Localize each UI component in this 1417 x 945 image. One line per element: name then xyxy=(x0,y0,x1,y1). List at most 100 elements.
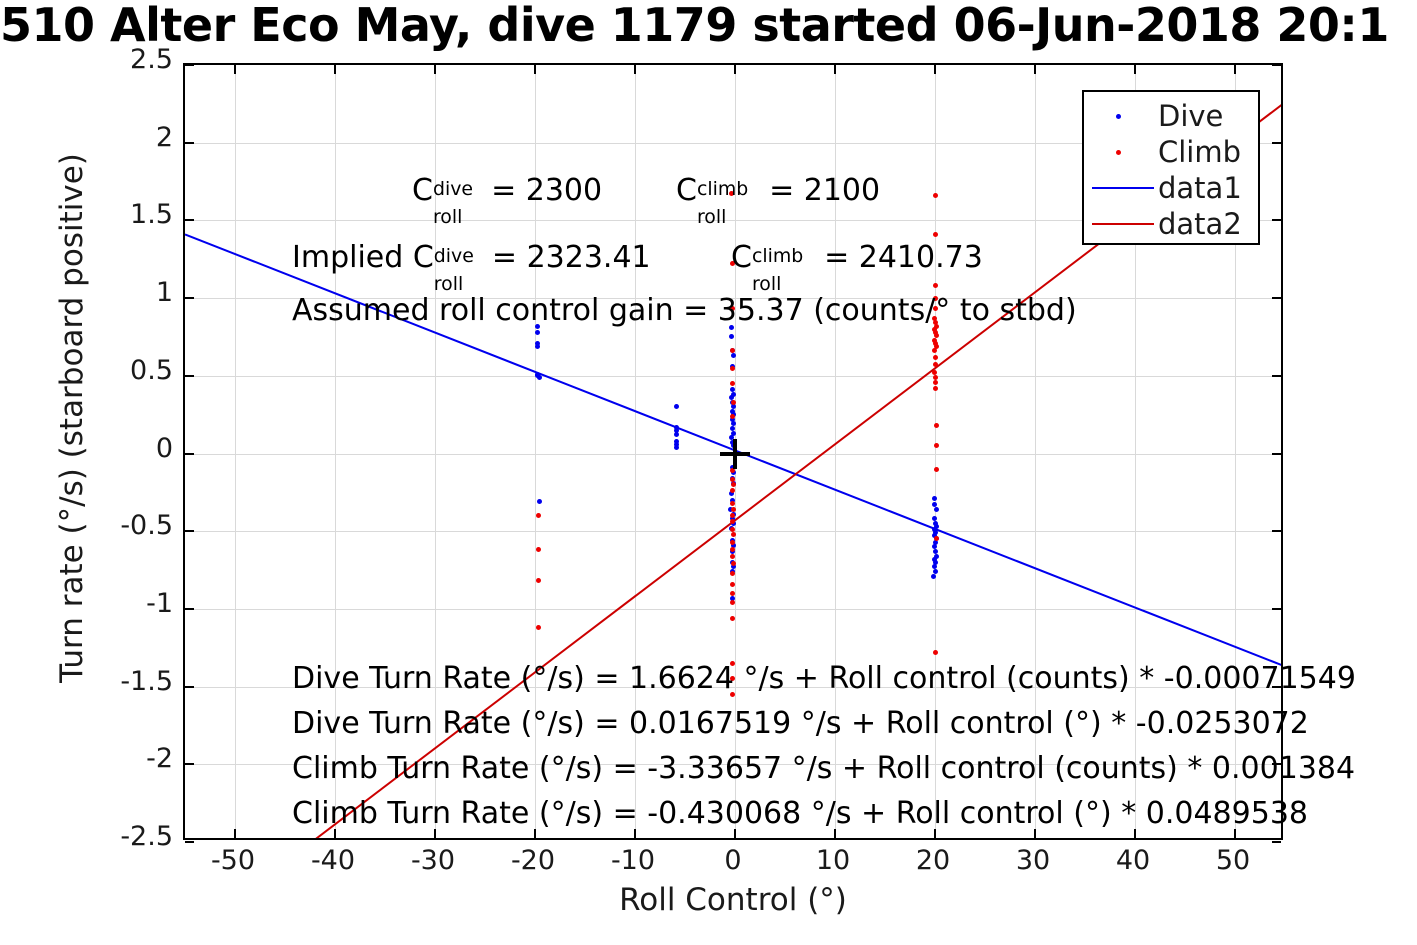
legend-line-icon xyxy=(1092,223,1154,225)
data-point-climb xyxy=(729,581,735,587)
data-point-climb xyxy=(535,547,541,553)
y-axis-tick-right xyxy=(1272,763,1281,766)
data-point-dive xyxy=(729,516,735,522)
data-point-dive xyxy=(673,444,679,450)
data-point-dive xyxy=(730,353,736,359)
data-point-climb xyxy=(535,625,541,631)
legend-item[interactable]: Climb xyxy=(1084,134,1258,170)
gridline-vertical xyxy=(535,65,536,838)
data-point-dive xyxy=(933,506,939,512)
implied-climb-symbol: C xyxy=(731,240,752,275)
x-axis-tick xyxy=(534,829,536,838)
data-point-dive xyxy=(931,502,937,508)
legend-item[interactable]: Dive xyxy=(1084,98,1258,134)
data-point-climb xyxy=(730,399,736,405)
equation-line-3: Climb Turn Rate (°/s) = -3.33657 °/s + R… xyxy=(292,751,1356,786)
legend-key xyxy=(1084,98,1158,134)
data-point-climb xyxy=(932,306,938,312)
data-point-dive xyxy=(933,553,939,559)
data-point-dive xyxy=(931,516,937,522)
data-point-climb xyxy=(729,477,735,483)
x-axis-tick xyxy=(1234,829,1236,838)
data-point-dive xyxy=(728,334,734,340)
data-point-climb xyxy=(730,561,736,567)
data-point-climb xyxy=(931,315,937,321)
data-point-dive xyxy=(931,527,937,533)
data-point-dive xyxy=(730,542,736,548)
data-point-dive xyxy=(730,391,736,397)
legend-label: data2 xyxy=(1158,206,1242,241)
y-axis-tick xyxy=(185,219,194,222)
y-tick-label: -0.5 xyxy=(120,510,173,542)
data-point-dive xyxy=(729,595,735,601)
data-point-dive xyxy=(673,404,679,410)
data-point-dive xyxy=(931,556,937,562)
data-point-climb xyxy=(933,323,939,329)
x-tick-label: 10 xyxy=(815,845,851,876)
legend-label: data1 xyxy=(1158,170,1242,205)
y-tick-label: 2 xyxy=(155,121,173,153)
equation-line-1: Dive Turn Rate (°/s) = 1.6624 °/s + Roll… xyxy=(292,661,1356,696)
x-axis-tick xyxy=(334,829,336,838)
data-point-climb xyxy=(729,500,735,506)
legend-key xyxy=(1084,206,1158,242)
implied-climb-value: = 2410.73 xyxy=(814,240,983,275)
implied-climb-subscript: roll xyxy=(751,272,782,295)
data-point-climb xyxy=(931,348,937,354)
x-tick-label: -50 xyxy=(210,845,256,876)
x-axis-tick-top xyxy=(1134,65,1136,74)
data-point-climb xyxy=(729,261,735,267)
data-point-climb xyxy=(729,615,735,621)
x-axis-tick xyxy=(734,829,736,838)
gridline-horizontal xyxy=(185,608,1281,610)
legend-item[interactable]: data1 xyxy=(1084,170,1258,206)
data-point-climb xyxy=(932,329,938,335)
legend-key xyxy=(1084,170,1158,206)
legend-item[interactable]: data2 xyxy=(1084,206,1258,242)
data-point-dive xyxy=(933,524,939,530)
data-point-dive xyxy=(931,496,937,502)
y-axis-tick-right xyxy=(1272,141,1281,144)
data-point-dive xyxy=(931,533,937,539)
data-point-climb xyxy=(931,337,937,343)
legend-marker-dot-icon xyxy=(1116,150,1121,155)
data-point-climb xyxy=(931,370,937,376)
gridline-vertical xyxy=(435,65,436,838)
data-point-dive xyxy=(730,564,736,570)
x-tick-label: -30 xyxy=(410,845,456,876)
x-tick-label: -40 xyxy=(310,845,356,876)
gridline-vertical xyxy=(235,65,236,838)
y-axis-tick xyxy=(185,685,194,688)
data-point-dive xyxy=(931,544,937,550)
data-point-climb xyxy=(932,193,938,199)
data-point-dive xyxy=(673,438,679,444)
y-tick-label: 2.5 xyxy=(130,44,173,75)
data-point-climb xyxy=(933,423,939,429)
equation-line-2: Dive Turn Rate (°/s) = 0.0167519 °/s + R… xyxy=(292,706,1309,741)
data-point-dive xyxy=(534,343,540,349)
y-tick-label: -2.5 xyxy=(120,821,173,852)
data-point-climb xyxy=(729,590,735,596)
data-point-dive xyxy=(932,530,938,536)
data-point-dive xyxy=(728,435,734,441)
data-point-dive xyxy=(932,548,938,554)
x-axis-tick xyxy=(234,829,236,838)
x-axis-tick-top xyxy=(734,65,736,74)
y-tick-label: 0.5 xyxy=(130,354,173,386)
data-point-dive xyxy=(534,340,540,346)
x-tick-label: 30 xyxy=(1015,845,1051,876)
data-point-dive xyxy=(932,539,938,545)
x-axis-tick xyxy=(634,829,636,838)
gridline-vertical xyxy=(1135,65,1136,838)
y-axis-tick-right xyxy=(1272,64,1281,66)
data-point-climb xyxy=(932,379,938,385)
data-point-climb xyxy=(729,519,735,525)
equation-line-4: Climb Turn Rate (°/s) = -0.430068 °/s + … xyxy=(292,796,1308,831)
x-axis-tick-top xyxy=(834,65,836,74)
c-climb-symbol: C xyxy=(676,173,697,208)
data-point-dive xyxy=(730,404,736,410)
x-axis-tick-top xyxy=(934,65,936,74)
data-point-climb xyxy=(932,354,938,360)
